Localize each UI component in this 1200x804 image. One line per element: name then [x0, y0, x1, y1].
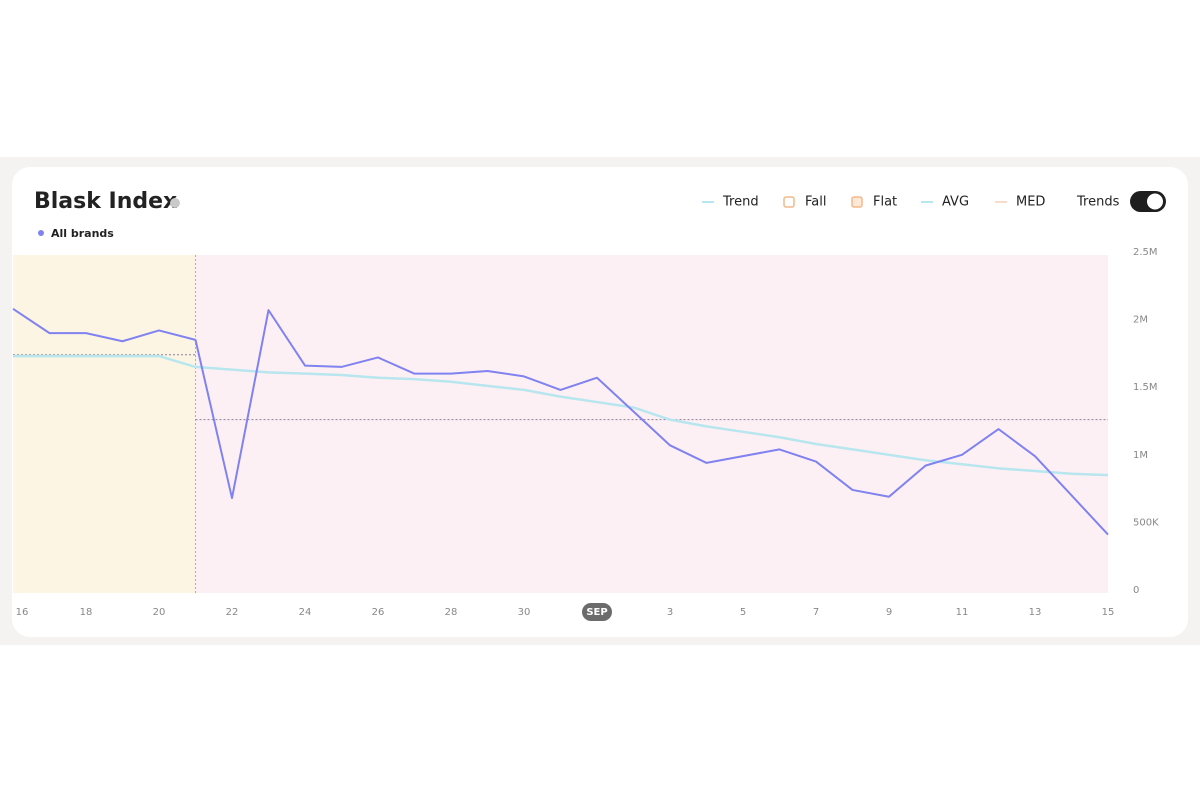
legend-label[interactable]: Trend [722, 195, 759, 210]
legend-symbol [783, 196, 795, 208]
trend-line [13, 354, 1109, 477]
y-tick-label: 1M [1133, 450, 1148, 461]
y-tick-label: 2M [1133, 315, 1148, 326]
x-tick-label: 3 [667, 607, 673, 618]
x-tick-label: 28 [445, 607, 458, 618]
x-tick-label: 5 [740, 607, 746, 618]
period-background [13, 255, 196, 593]
x-tick-label: 18 [80, 607, 93, 618]
x-tick-label: 9 [886, 607, 892, 618]
legend-label[interactable]: Flat [873, 195, 897, 210]
y-tick-label: 500K [1133, 517, 1159, 528]
legend-symbol [851, 196, 863, 208]
toggle-label: Trends [1076, 195, 1120, 210]
x-tick-label: 11 [956, 607, 969, 618]
x-tick-label: SEP [586, 607, 607, 618]
x-tick-label: 13 [1029, 607, 1042, 618]
x-tick-label: 20 [153, 607, 166, 618]
x-tick-label: 15 [1102, 607, 1115, 618]
y-tick-label: 1.5M [1133, 382, 1158, 393]
info-icon[interactable] [170, 198, 180, 208]
x-tick-label: 30 [518, 607, 531, 618]
y-tick-label: 2.5M [1133, 247, 1158, 258]
plot: 0 500K 1M 1.5M 2M 2.5M 16 18 20 22 24 26 28 30 SEP 3 5 7 9… [12, 247, 1159, 621]
y-tick-label: 0 [1133, 585, 1139, 596]
legend: Trend Fall Flat AVG MED Trends [702, 191, 1166, 212]
legend-label[interactable]: MED [1016, 195, 1045, 210]
chart-title: Blask Index [34, 189, 177, 214]
x-tick-label: 22 [226, 607, 239, 618]
x-tick-label: 7 [813, 607, 819, 618]
legend-label[interactable]: Fall [805, 195, 826, 210]
x-tick-highlight [582, 603, 612, 621]
legend-dot [38, 230, 44, 236]
legend-label[interactable]: AVG [942, 195, 969, 210]
period-background [195, 255, 1108, 593]
toggle-knob [1147, 193, 1163, 210]
x-tick-label: 26 [372, 607, 385, 618]
legend-label: All brands [51, 227, 114, 240]
series-line [12, 307, 1109, 536]
x-tick-label: 24 [299, 607, 312, 618]
x-tick-label: 16 [16, 607, 29, 618]
